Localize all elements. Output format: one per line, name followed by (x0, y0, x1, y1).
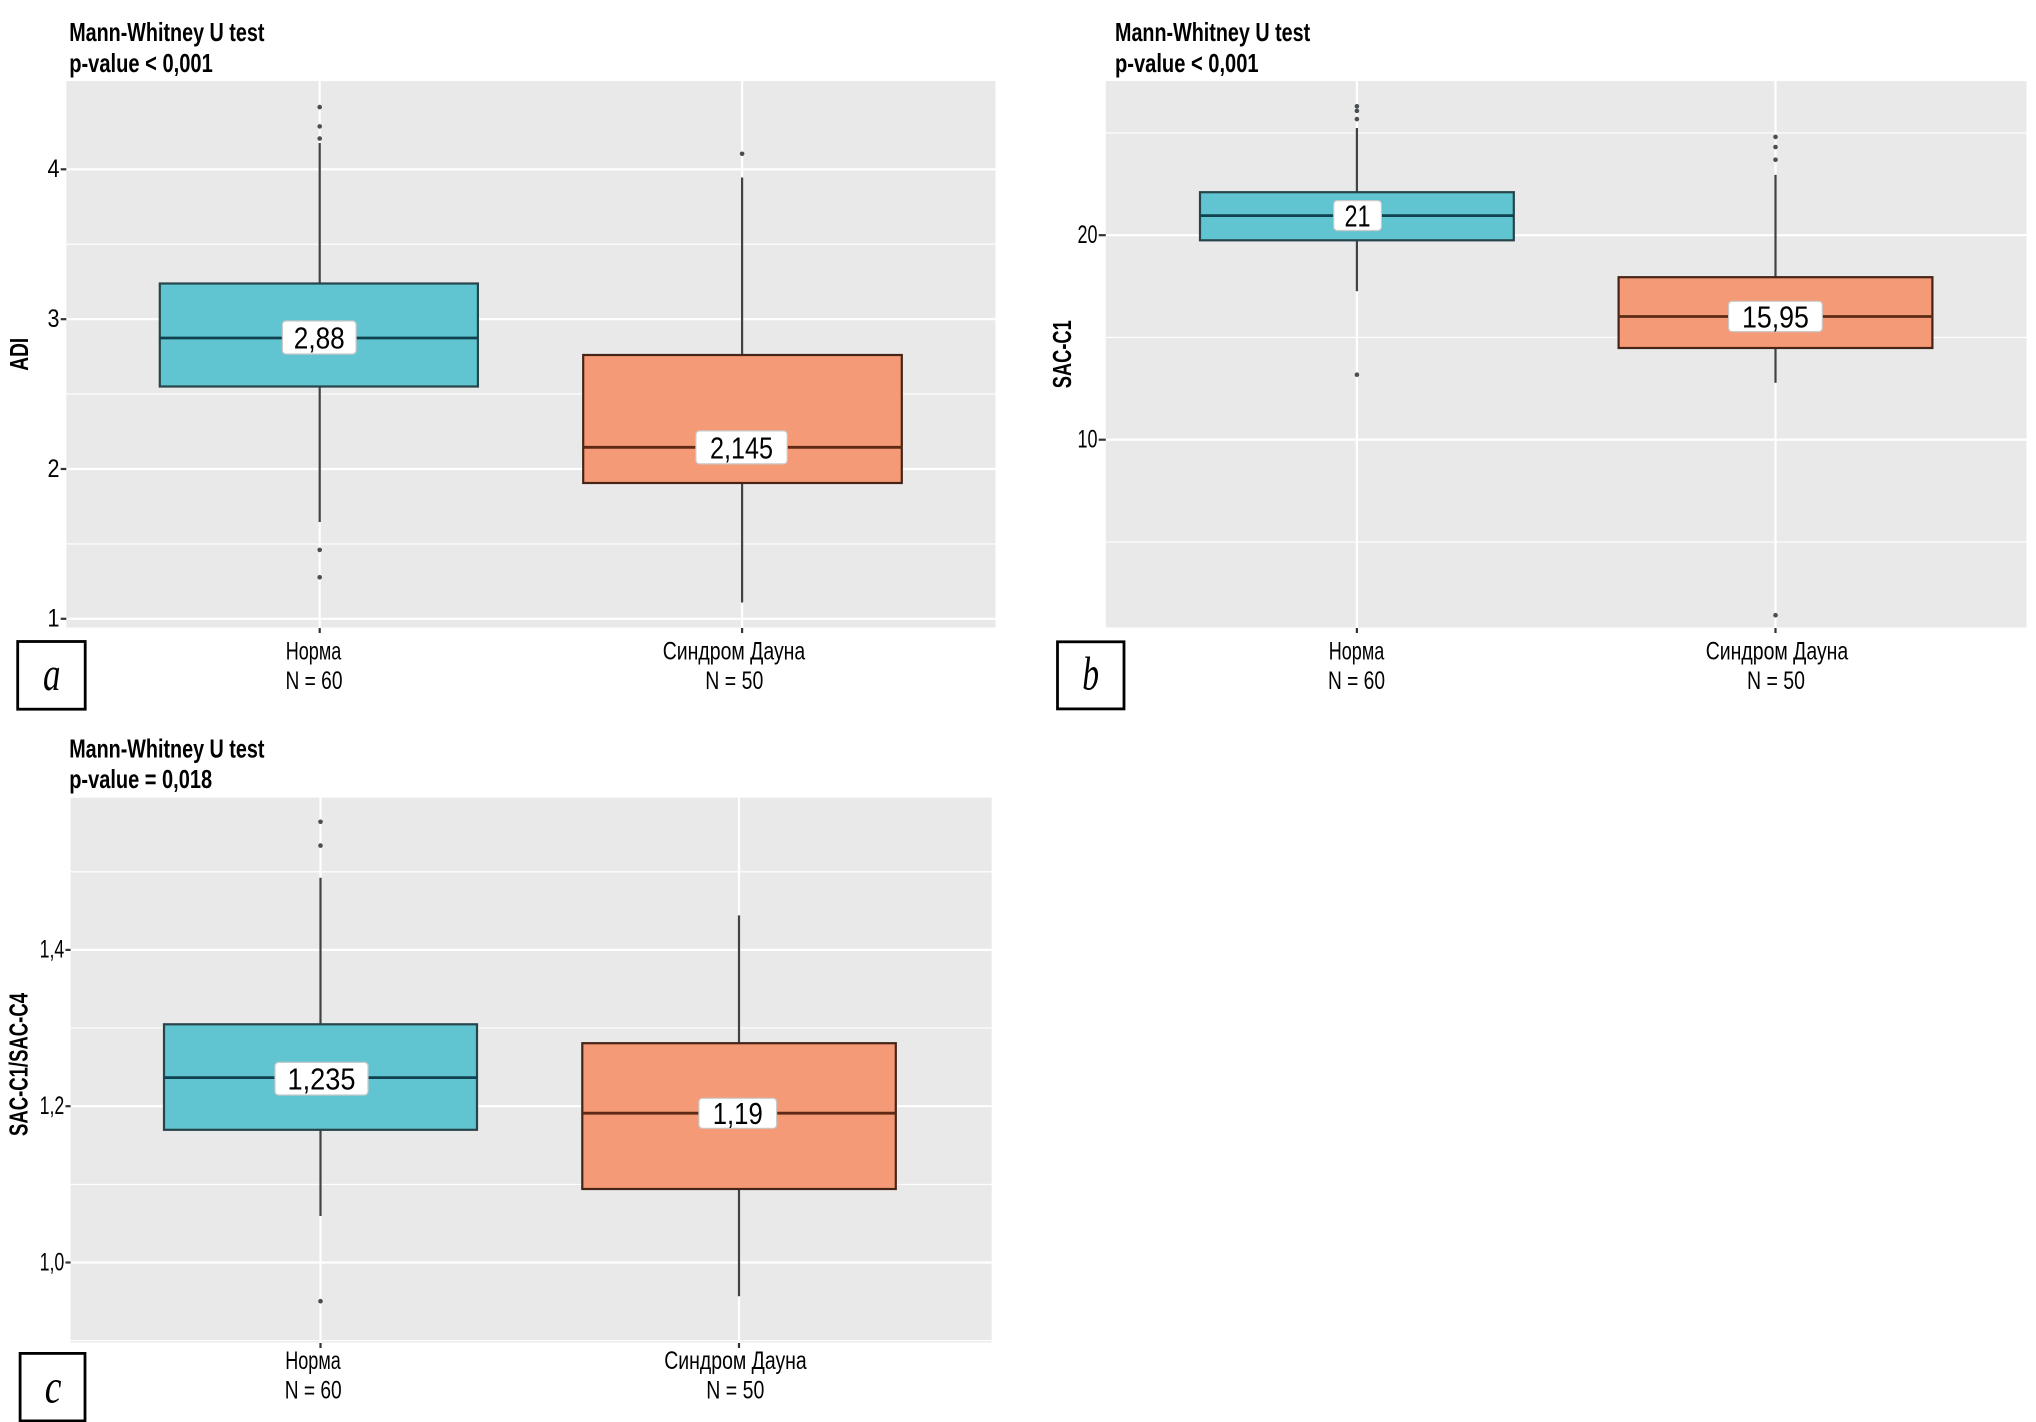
svg-text:Норма: Норма (285, 1347, 341, 1375)
svg-text:1,19: 1,19 (713, 1096, 763, 1131)
svg-text:2,88: 2,88 (294, 320, 345, 355)
svg-text:Mann-Whitney U test: Mann-Whitney U test (1115, 17, 1310, 47)
svg-text:a: a (43, 648, 61, 701)
svg-text:21: 21 (1345, 198, 1371, 233)
svg-text:4: 4 (48, 155, 60, 183)
svg-text:p-value < 0,001: p-value < 0,001 (69, 48, 213, 78)
svg-text:N = 60: N = 60 (285, 1376, 342, 1404)
svg-text:c: c (45, 1360, 62, 1413)
svg-text:p-value < 0,001: p-value < 0,001 (1115, 48, 1259, 78)
svg-text:N = 60: N = 60 (1328, 667, 1385, 695)
svg-text:N = 60: N = 60 (286, 667, 343, 695)
svg-text:N = 50: N = 50 (705, 667, 763, 695)
svg-text:N = 50: N = 50 (706, 1376, 764, 1404)
svg-text:Синдром Дауна: Синдром Дауна (1706, 638, 1849, 666)
svg-text:Синдром Дауна: Синдром Дауна (664, 1347, 807, 1375)
svg-text:b: b (1082, 648, 1099, 701)
svg-text:2: 2 (48, 455, 60, 483)
svg-text:1,235: 1,235 (288, 1062, 356, 1097)
svg-text:ADI: ADI (4, 338, 34, 371)
svg-text:1,2: 1,2 (40, 1092, 65, 1120)
svg-text:2,145: 2,145 (710, 430, 773, 465)
svg-text:SAC-C1/SAC-C4: SAC-C1/SAC-C4 (4, 993, 34, 1136)
svg-text:p-value = 0,018: p-value = 0,018 (69, 764, 212, 794)
svg-text:10: 10 (1078, 426, 1098, 454)
svg-text:Норма: Норма (286, 638, 342, 666)
svg-text:Mann-Whitney U test: Mann-Whitney U test (69, 17, 264, 47)
svg-text:15,95: 15,95 (1742, 299, 1809, 334)
svg-text:Норма: Норма (1329, 638, 1385, 666)
svg-text:Mann-Whitney U test: Mann-Whitney U test (69, 733, 264, 763)
svg-text:SAC-C1: SAC-C1 (1047, 320, 1077, 388)
svg-text:1: 1 (48, 605, 60, 633)
svg-text:Синдром Дауна: Синдром Дауна (663, 638, 806, 666)
svg-text:1,0: 1,0 (40, 1248, 65, 1276)
svg-text:N = 50: N = 50 (1747, 667, 1805, 695)
svg-text:20: 20 (1078, 221, 1098, 249)
svg-text:1,4: 1,4 (40, 936, 65, 964)
svg-text:3: 3 (48, 305, 60, 333)
